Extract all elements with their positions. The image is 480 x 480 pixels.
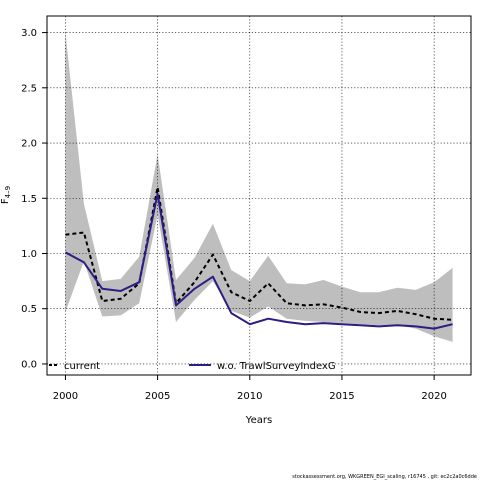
y-tick-label: 1.0 (21, 249, 37, 260)
y-tick-label: 0.5 (21, 304, 37, 315)
x-axis-title: Years (245, 415, 272, 426)
y-axis-title-group: F4–9 (0, 186, 12, 204)
confidence-band-layer (65, 32, 453, 342)
legend: current w.o. TrawlSurveyIndexG (49, 361, 336, 372)
x-tick-label: 2020 (421, 391, 446, 402)
series-line-wo-trawl-survey-index-g (64, 192, 453, 330)
x-tick-label: 2010 (237, 391, 262, 402)
y-tick-label: 2.0 (21, 139, 37, 150)
y-axis-title: F4–9 (0, 186, 12, 204)
y-axis: 0.0 0.5 1.0 1.5 2.0 2.5 3.0 (21, 28, 47, 370)
x-tick-label: 2005 (145, 391, 170, 402)
legend-label-wo-trawl: w.o. TrawlSurveyIndexG (217, 361, 336, 372)
legend-label-current: current (64, 361, 100, 372)
series-layer (64, 186, 453, 330)
y-tick-label: 0.0 (21, 359, 37, 370)
x-axis: 2000 2005 2010 2015 2020 (53, 375, 447, 402)
y-tick-label: 2.5 (21, 83, 37, 94)
grid-layer (47, 16, 471, 375)
confidence-band (65, 32, 453, 342)
plot-frame (46, 15, 472, 376)
x-tick-label: 2015 (329, 391, 354, 402)
y-tick-label: 3.0 (21, 28, 37, 39)
x-tick-label: 2000 (53, 391, 78, 402)
series-line-current (65, 186, 453, 321)
y-axis-title-subscript: 4–9 (4, 186, 12, 198)
footer-credit: stockassessment.org, WKGREEN_EGI_scaling… (292, 474, 477, 480)
y-axis-title-main: F (0, 198, 11, 204)
y-tick-label: 1.5 (21, 194, 37, 205)
